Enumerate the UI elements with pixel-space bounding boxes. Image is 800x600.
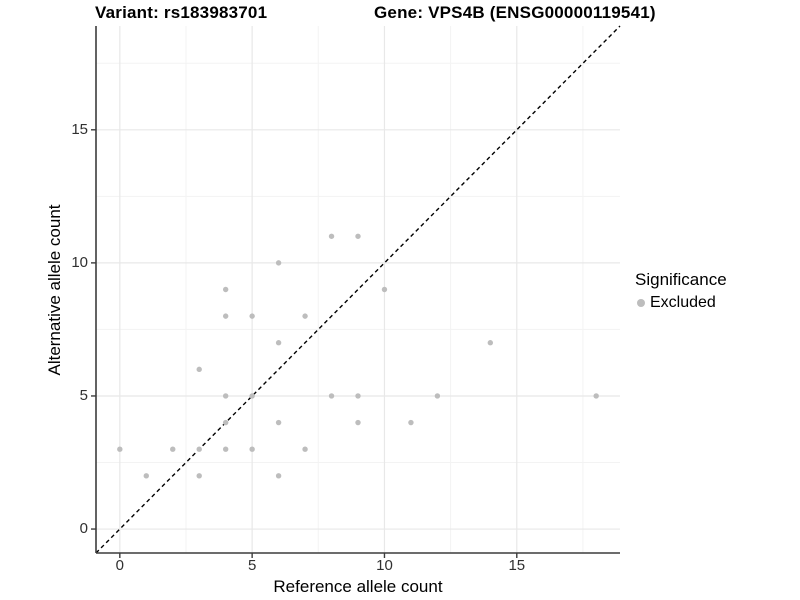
- data-point: [249, 393, 255, 399]
- data-point: [275, 260, 282, 266]
- legend-item-label: Excluded: [650, 294, 716, 311]
- data-point: [196, 366, 202, 373]
- legend-point-icon: [637, 299, 645, 307]
- y-tick-label: 0: [79, 520, 88, 538]
- data-point: [170, 446, 176, 452]
- data-point: [249, 313, 255, 319]
- gene-title: Gene: VPS4B (ENSG00000119541): [374, 3, 656, 22]
- legend-item-excluded: Excluded: [633, 294, 727, 312]
- data-point: [593, 393, 599, 399]
- data-point: [355, 233, 361, 239]
- data-point: [222, 313, 229, 319]
- x-tick-label: 15: [508, 557, 526, 574]
- data-point: [328, 233, 335, 239]
- data-point: [355, 419, 361, 426]
- data-point: [222, 446, 229, 452]
- data-point: [249, 446, 255, 452]
- legend: Significance Excluded: [633, 270, 727, 312]
- data-point: [328, 393, 335, 399]
- data-point: [302, 446, 308, 452]
- x-tick-label: 5: [247, 557, 257, 574]
- data-point: [222, 419, 229, 426]
- data-point: [196, 473, 202, 479]
- data-point: [143, 473, 149, 479]
- legend-title: Significance: [635, 270, 727, 289]
- data-point: [275, 419, 282, 426]
- data-point: [275, 340, 282, 346]
- data-point: [434, 393, 441, 399]
- data-point: [275, 473, 282, 479]
- variant-title: Variant: rs183983701: [95, 3, 268, 22]
- y-axis-title: Alternative allele count: [45, 204, 64, 376]
- y-tick-label: 5: [79, 386, 88, 404]
- x-axis-title: Reference allele count: [273, 577, 443, 596]
- data-point: [381, 286, 388, 293]
- identity-line: [95, 25, 621, 554]
- data-point: [196, 446, 202, 452]
- data-point: [302, 313, 308, 319]
- data-point: [222, 393, 229, 399]
- data-point: [487, 340, 494, 346]
- data-point: [408, 419, 414, 426]
- y-tick-label: 10: [71, 253, 88, 271]
- data-point: [117, 446, 123, 452]
- y-tick-label: 15: [71, 120, 88, 138]
- data-point: [222, 286, 229, 293]
- x-tick-label: 10: [376, 557, 393, 574]
- x-tick-label: 0: [115, 557, 124, 574]
- data-point: [355, 393, 361, 399]
